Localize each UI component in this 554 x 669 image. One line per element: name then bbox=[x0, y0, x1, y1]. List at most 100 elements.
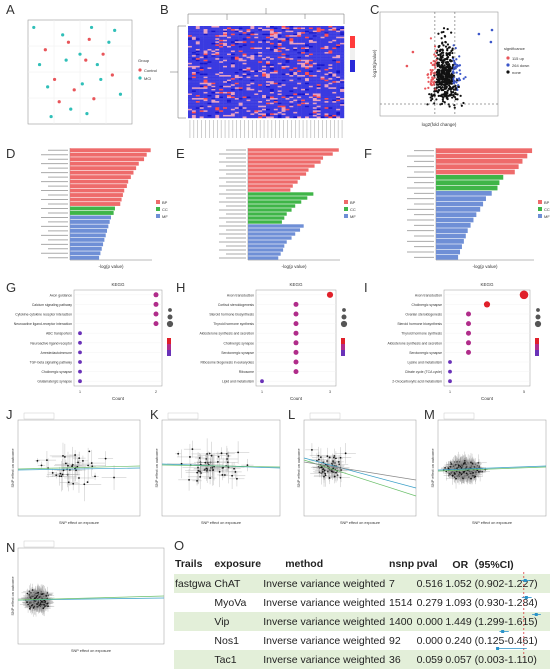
heatmap-cell bbox=[305, 32, 309, 34]
heatmap-cell bbox=[297, 72, 301, 74]
heatmap-cell bbox=[250, 80, 254, 82]
heatmap-cell bbox=[258, 35, 262, 37]
heatmap-cell bbox=[235, 104, 239, 106]
heatmap-cell bbox=[192, 109, 196, 111]
heatmap-cell bbox=[282, 110, 286, 112]
heatmap-cell bbox=[227, 106, 231, 108]
heatmap-cell bbox=[340, 51, 344, 53]
heatmap-cell bbox=[289, 54, 293, 56]
heatmap-cell bbox=[266, 32, 270, 34]
heatmap-cell bbox=[270, 67, 274, 69]
heatmap-cell bbox=[215, 86, 219, 88]
heatmap-cell bbox=[231, 110, 235, 112]
volcano-point bbox=[438, 86, 440, 88]
snp-point bbox=[74, 454, 76, 456]
heatmap-cell bbox=[258, 55, 262, 57]
heatmap-cell bbox=[247, 78, 251, 80]
heatmap-cell bbox=[243, 77, 247, 79]
heatmap-cell bbox=[235, 72, 239, 74]
heatmap-cell bbox=[204, 80, 208, 82]
heatmap-cell bbox=[332, 67, 336, 69]
heatmap-cell bbox=[286, 75, 290, 77]
heatmap-cell bbox=[336, 43, 340, 45]
heatmap-cell bbox=[192, 86, 196, 88]
heatmap-cell bbox=[262, 47, 266, 49]
legend-title: Group bbox=[138, 58, 150, 63]
heatmap-cell bbox=[286, 57, 290, 59]
heatmap-cell bbox=[309, 112, 313, 114]
heatmap-cell bbox=[196, 83, 200, 85]
heatmap-cell bbox=[204, 104, 208, 106]
volcano-point bbox=[430, 99, 432, 101]
snp-point bbox=[68, 481, 70, 483]
snp-point bbox=[192, 448, 194, 450]
heatmap-cell bbox=[278, 98, 282, 100]
heatmap-cell bbox=[282, 46, 286, 48]
heatmap-cell bbox=[227, 58, 231, 60]
heatmap-cell bbox=[289, 34, 293, 36]
heatmap-cell bbox=[332, 51, 336, 53]
heatmap-cell bbox=[196, 69, 200, 71]
volcano-point bbox=[441, 37, 443, 39]
heatmap-cell bbox=[336, 35, 340, 37]
volcano-point bbox=[449, 46, 451, 48]
heatmap-cell bbox=[278, 63, 282, 65]
heatmap-cell bbox=[227, 35, 231, 37]
heatmap-cell bbox=[211, 77, 215, 79]
legend-swatch bbox=[138, 68, 141, 71]
heatmap-cell bbox=[313, 32, 317, 34]
heatmap-cell bbox=[258, 29, 262, 31]
heatmap-cell bbox=[336, 78, 340, 80]
heatmap-cell bbox=[192, 70, 196, 72]
heatmap-cell bbox=[317, 100, 321, 102]
go-bar bbox=[436, 255, 458, 260]
heatmap-cell bbox=[204, 55, 208, 57]
heatmap-cell bbox=[293, 116, 297, 118]
heatmap-cell bbox=[254, 55, 258, 57]
heatmap-cell bbox=[336, 112, 340, 114]
heatmap-cell bbox=[254, 97, 258, 99]
heatmap-cell bbox=[332, 74, 336, 76]
heatmap-cell bbox=[231, 107, 235, 109]
heatmap-cell bbox=[305, 29, 309, 31]
heatmap-cell bbox=[286, 78, 290, 80]
heatmap-cell bbox=[317, 116, 321, 118]
heatmap-cell bbox=[239, 112, 243, 114]
heatmap-cell bbox=[336, 72, 340, 74]
heatmap-cell bbox=[297, 29, 301, 31]
heatmap-cell bbox=[301, 106, 305, 108]
heatmap-cell bbox=[321, 60, 325, 62]
heatmap-cell bbox=[196, 101, 200, 103]
heatmap-cell bbox=[289, 83, 293, 85]
category-label: Ribosome biogenesis in eukaryotes bbox=[200, 361, 254, 365]
heatmap-cell bbox=[278, 58, 282, 60]
heatmap-cell bbox=[250, 54, 254, 56]
heatmap-cell bbox=[340, 109, 344, 111]
heatmap-cell bbox=[223, 92, 227, 94]
x-axis-label: -log(p value) bbox=[472, 264, 498, 269]
heatmap-cell bbox=[239, 115, 243, 117]
heatmap-cell bbox=[223, 54, 227, 56]
heatmap-cell bbox=[328, 72, 332, 74]
heatmap-cell bbox=[262, 84, 266, 86]
heatmap-cell bbox=[286, 110, 290, 112]
heatmap-cell bbox=[250, 93, 254, 95]
heatmap-cell bbox=[235, 93, 239, 95]
heatmap-cell bbox=[250, 70, 254, 72]
heatmap-cell bbox=[223, 106, 227, 108]
heatmap-cell bbox=[313, 51, 317, 53]
heatmap-cell bbox=[247, 64, 251, 66]
snp-point bbox=[87, 481, 89, 483]
heatmap-cell bbox=[204, 81, 208, 83]
heatmap-cell bbox=[200, 57, 204, 59]
heatmap-cell bbox=[328, 34, 332, 36]
heatmap-cell bbox=[336, 93, 340, 95]
heatmap-cell bbox=[274, 84, 278, 86]
heatmap-cell bbox=[278, 113, 282, 115]
heatmap-cell bbox=[243, 38, 247, 40]
heatmap-cell bbox=[250, 107, 254, 109]
category-label: Axon transduction bbox=[227, 293, 254, 297]
heatmap-cell bbox=[286, 35, 290, 37]
heatmap-cell bbox=[340, 61, 344, 63]
heatmap-cell bbox=[293, 107, 297, 109]
